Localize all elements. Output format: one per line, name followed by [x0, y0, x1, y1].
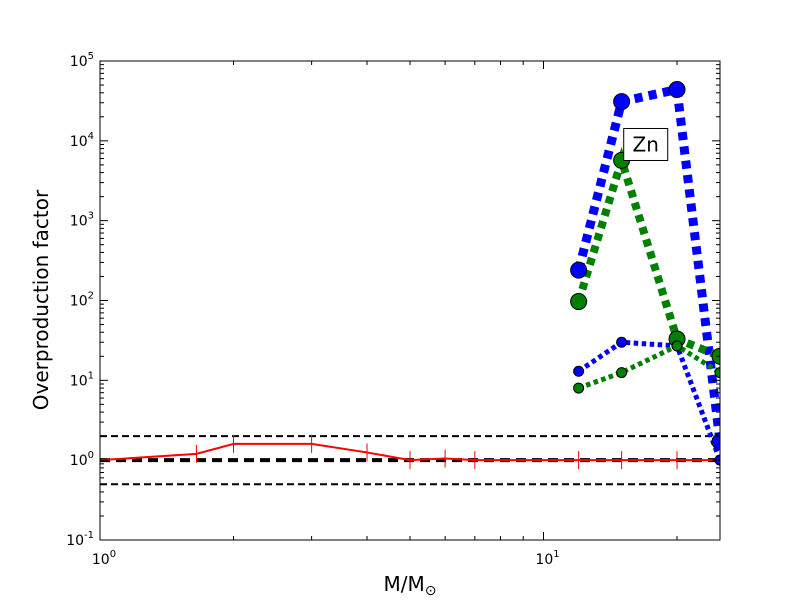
series-layer [100, 84, 720, 462]
x-tick-label-1-exp: 1 [553, 549, 559, 560]
x-axis-title: M/M⊙ [384, 572, 437, 599]
y-tick-label-2-exp: 1 [88, 370, 94, 381]
y-tick-label-0-exp: -1 [84, 530, 94, 541]
y-tick-label-6-base: 10 [70, 54, 88, 70]
series-line-3 [577, 339, 720, 462]
y-tick-label-6: 105 [70, 51, 94, 70]
series-1-point-1 [613, 93, 631, 111]
series-3-point-0 [573, 365, 585, 377]
series-4-point-0 [573, 382, 585, 394]
x-axis-title-sub: ⊙ [425, 583, 437, 599]
y-tick-label-4-base: 10 [70, 214, 88, 230]
series-4-point-3 [714, 367, 720, 379]
series-line-4 [577, 343, 720, 391]
x-tick-label-0: 100 [92, 549, 116, 568]
series-line-2 [574, 146, 720, 361]
annotation-0: Zn [623, 127, 669, 161]
series-1-point-0 [570, 261, 588, 279]
annotation-box-0 [623, 127, 669, 161]
y-tick-label-5-base: 10 [70, 134, 88, 150]
y-tick-label-0: 10-1 [66, 530, 94, 549]
y-tick-label-1-base: 10 [70, 453, 88, 469]
series-3-point-1 [616, 336, 628, 348]
y-tick-label-1: 100 [70, 450, 94, 469]
y-tick-label-6-exp: 5 [88, 51, 94, 62]
series-line-1 [574, 84, 720, 443]
y-tick-label-0-base: 10 [66, 533, 84, 549]
tick-layer [99, 60, 720, 541]
annotation-text-0: Zn [633, 132, 659, 156]
y-tick-label-3: 102 [70, 291, 94, 310]
y-axis-title: Overproduction factor [29, 189, 53, 410]
series-4-point-2 [671, 340, 683, 352]
series-4-point-1 [616, 367, 628, 379]
y-tick-label-3-exp: 2 [88, 291, 94, 302]
y-tick-label-2: 101 [70, 370, 94, 389]
series-1-point-3 [711, 433, 720, 451]
x-axis-title-main: M/M [384, 572, 425, 596]
y-tick-label-2-base: 10 [70, 373, 88, 389]
x-tick-label-0-exp: 0 [110, 549, 116, 560]
y-tick-label-5-exp: 4 [88, 131, 94, 142]
x-tick-label-1: 101 [535, 549, 559, 568]
x-tick-label-1-base: 10 [535, 552, 553, 568]
y-tick-label-5: 104 [70, 131, 94, 150]
series-line-0 [100, 442, 720, 462]
y-tick-label-3-base: 10 [70, 294, 88, 310]
y-tick-label-4: 103 [70, 211, 94, 230]
y-tick-label-1-exp: 0 [88, 450, 94, 461]
y-tick-label-4-exp: 3 [88, 211, 94, 222]
annotations: Zn [623, 127, 669, 161]
series-2-point-0 [570, 293, 588, 311]
x-tick-label-0-base: 10 [92, 552, 110, 568]
series-1-point-2 [668, 80, 686, 98]
